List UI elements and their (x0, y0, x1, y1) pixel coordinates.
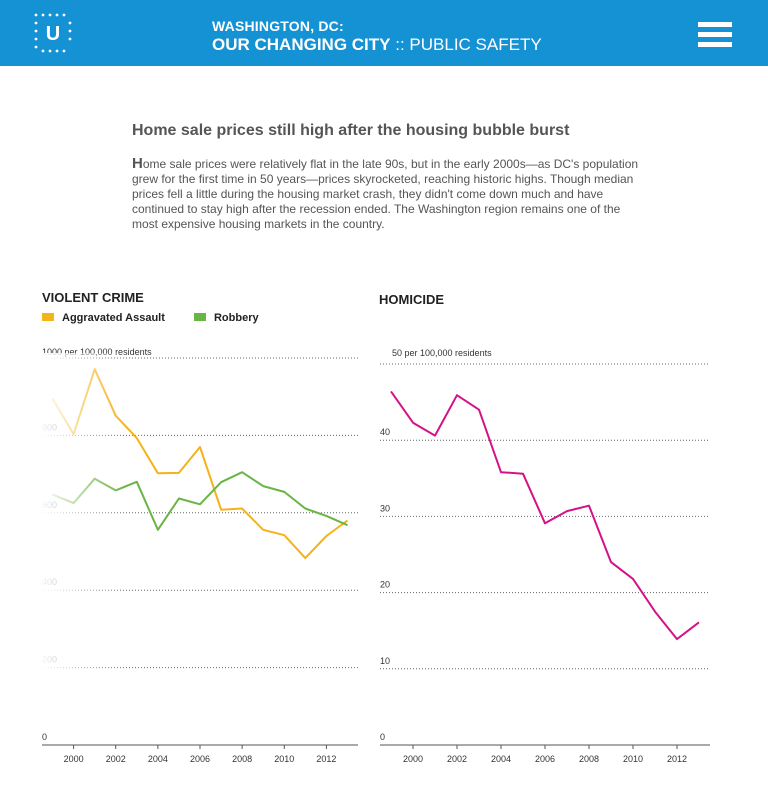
fade-overlay (42, 353, 126, 680)
violent-crime-data-point[interactable] (303, 506, 308, 511)
x-tick-label: 2008 (232, 754, 252, 764)
header-project: OUR CHANGING CITY (212, 35, 391, 54)
legend-item-aggravated-assault: Aggravated Assault (42, 312, 165, 324)
legend: Aggravated Assault Robbery (42, 312, 285, 324)
header-separator: :: (390, 35, 410, 54)
header-section: PUBLIC SAFETY (409, 35, 542, 54)
legend-swatch-aggravated-assault (42, 313, 54, 321)
chart-title-violent-crime: VIOLENT CRIME (42, 290, 144, 305)
violent-crime-data-point[interactable] (176, 496, 181, 501)
article-title: Home sale prices still high after the ho… (132, 122, 570, 139)
violent-crime-data-point[interactable] (155, 527, 160, 532)
violent-crime-data-point[interactable] (324, 534, 329, 539)
logo-letter: U (46, 23, 60, 45)
header-city: WASHINGTON, DC: (212, 18, 344, 34)
article-body: Home sale prices were relatively flat in… (132, 156, 642, 232)
violent-crime-data-point[interactable] (219, 507, 224, 512)
legend-item-robbery: Robbery (193, 312, 259, 324)
violent-crime-data-point[interactable] (282, 489, 287, 494)
y-tick-label: 0 (42, 732, 47, 742)
dropcap: H (132, 155, 143, 172)
logo-mark-icon: U (34, 13, 72, 53)
violent-crime-data-point[interactable] (324, 513, 329, 518)
article-body-text: ome sale prices were relatively flat in … (132, 157, 639, 231)
violent-crime-data-point[interactable] (176, 470, 181, 475)
violent-crime-data-point[interactable] (134, 479, 139, 484)
violent-crime-data-point[interactable] (261, 527, 266, 532)
x-tick-label: 2004 (148, 754, 168, 764)
violent-crime-data-point[interactable] (198, 445, 203, 450)
violent-crime-data-point[interactable] (261, 484, 266, 489)
violent-crime-data-point[interactable] (134, 436, 139, 441)
x-tick-label: 2012 (316, 754, 336, 764)
violent-crime-data-point[interactable] (240, 470, 245, 475)
violent-crime-data-point[interactable] (345, 518, 350, 523)
legend-swatch-robbery (193, 313, 206, 321)
chart-title-homicide: HOMICIDE (379, 292, 444, 307)
legend-label: Robbery (213, 312, 259, 324)
hamburger-icon[interactable] (698, 22, 732, 48)
violent-crime-data-point[interactable] (155, 471, 160, 476)
violent-crime-data-point[interactable] (303, 556, 308, 561)
x-tick-label: 2006 (190, 754, 210, 764)
violent-crime-data-point[interactable] (219, 480, 224, 485)
violent-crime-data-point[interactable] (240, 506, 245, 511)
header-title: WASHINGTON, DC: OUR CHANGING CITY :: PUB… (212, 18, 542, 56)
urban-logo[interactable]: U (33, 12, 73, 54)
violent-crime-data-point[interactable] (198, 502, 203, 507)
site-header: U WASHINGTON, DC: OUR CHANGING CITY :: P… (0, 0, 768, 66)
header-subtitle: OUR CHANGING CITY :: PUBLIC SAFETY (212, 34, 542, 56)
violent-crime-data-point[interactable] (282, 533, 287, 538)
x-tick-label: 2000 (64, 754, 84, 764)
x-tick-label: 2002 (106, 754, 126, 764)
legend-label: Aggravated Assault (62, 312, 165, 324)
x-tick-label: 2010 (274, 754, 294, 764)
y-axis-label: 1000 per 100,000 residents (42, 347, 152, 357)
violent-crime-data-point[interactable] (345, 523, 350, 528)
